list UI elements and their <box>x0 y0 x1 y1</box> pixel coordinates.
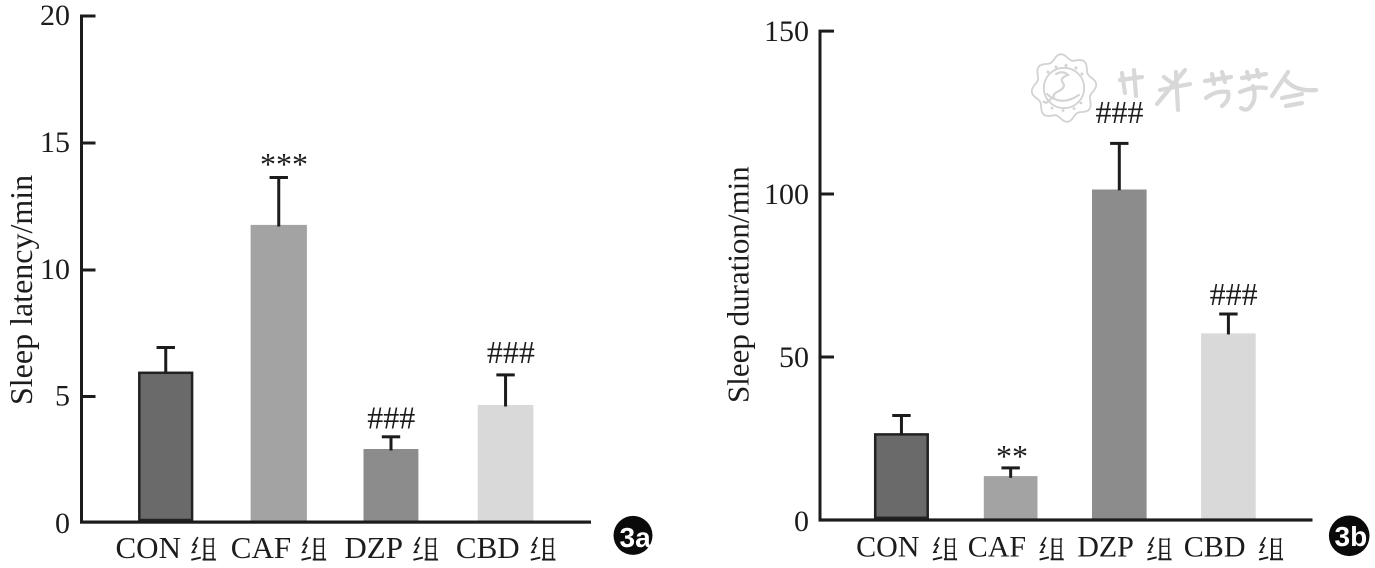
svg-text:0: 0 <box>794 505 809 538</box>
svg-text:###: ### <box>1096 94 1144 130</box>
svg-text:5: 5 <box>55 380 70 413</box>
svg-text:CBD: CBD <box>456 530 520 565</box>
svg-text:50: 50 <box>779 341 809 374</box>
svg-text:CON: CON <box>856 531 919 564</box>
svg-text:150: 150 <box>764 15 809 48</box>
svg-text:10: 10 <box>40 253 70 286</box>
svg-text:3b: 3b <box>1335 521 1368 552</box>
svg-text:###: ### <box>1210 276 1258 312</box>
svg-text:***: *** <box>260 146 308 182</box>
svg-text:DZP: DZP <box>344 530 403 565</box>
svg-text:CAF: CAF <box>231 530 291 565</box>
svg-text:20: 20 <box>40 0 70 32</box>
svg-text:Sleep duration/min: Sleep duration/min <box>721 166 756 403</box>
svg-text:3a: 3a <box>620 522 652 553</box>
svg-text:CAF: CAF <box>968 531 1026 564</box>
svg-text:15: 15 <box>40 126 70 159</box>
svg-text:CON: CON <box>116 530 181 565</box>
svg-text:###: ### <box>487 334 535 370</box>
svg-text:100: 100 <box>764 178 809 211</box>
svg-text:0: 0 <box>55 507 70 540</box>
svg-text:Sleep latency/min: Sleep latency/min <box>3 175 39 405</box>
svg-text:DZP: DZP <box>1077 531 1134 564</box>
svg-text:**: ** <box>996 438 1028 474</box>
svg-text:###: ### <box>367 400 415 436</box>
svg-text:CBD: CBD <box>1184 531 1246 564</box>
